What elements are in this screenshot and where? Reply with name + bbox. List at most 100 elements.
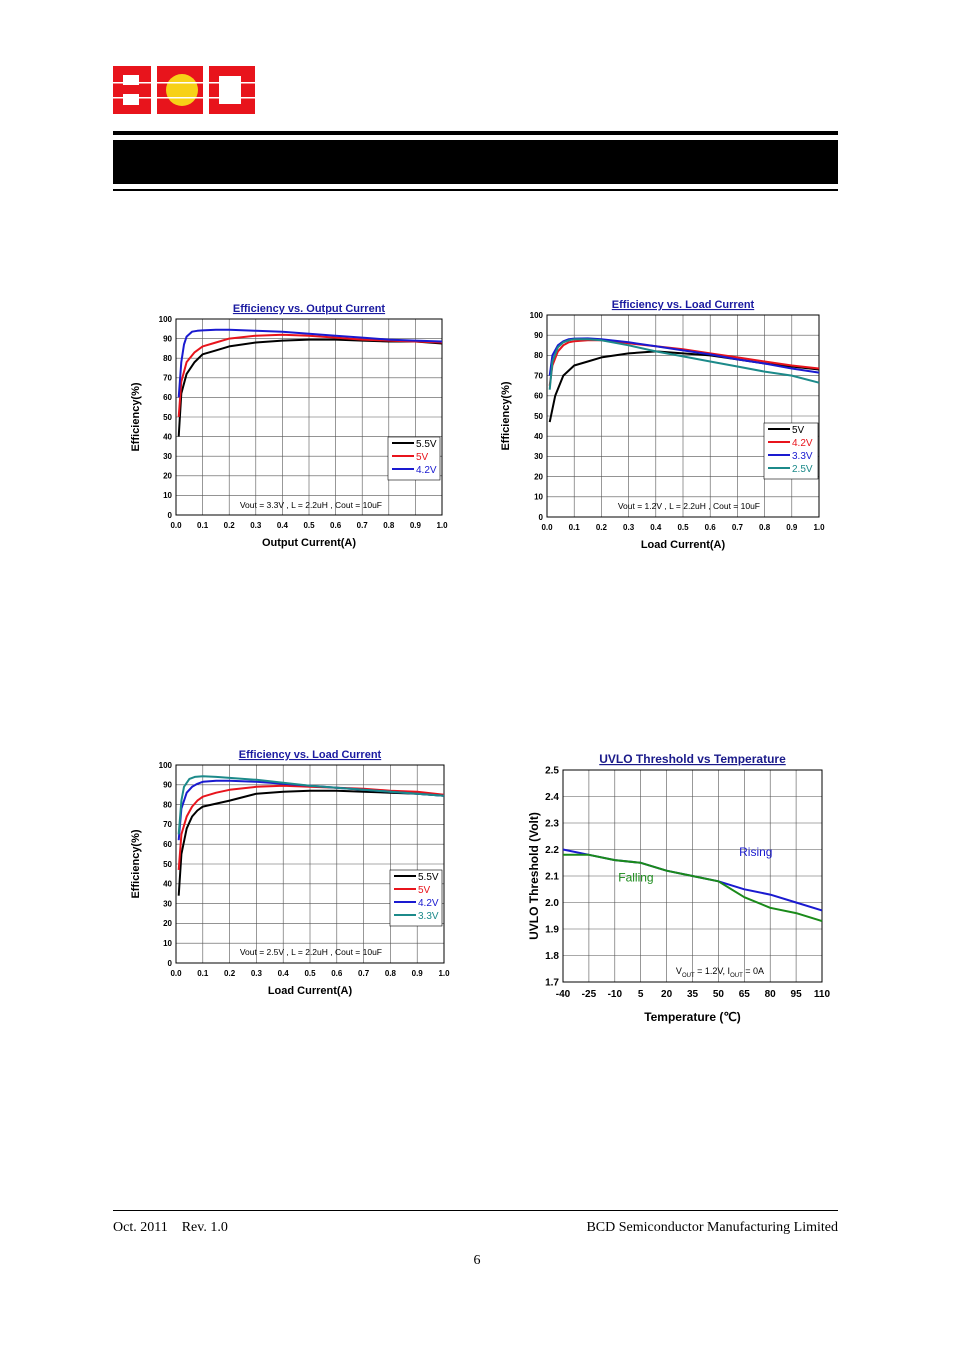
x-tick-label: 0.9 bbox=[786, 523, 798, 532]
page-number: 6 bbox=[473, 1253, 481, 1268]
series-line-3-3v bbox=[548, 337, 820, 376]
chart-annotation: Vout = 1.2V , L = 2.2uH , Cout = 10uF bbox=[618, 501, 760, 511]
y-tick-label: 100 bbox=[159, 315, 173, 324]
series-line-5-5v bbox=[177, 789, 445, 896]
y-axis-label: UVLO Threshold (Volt) bbox=[527, 812, 541, 940]
y-tick-label: 30 bbox=[163, 899, 172, 908]
x-tick-label: 1.0 bbox=[438, 969, 450, 978]
series-line-5-5v bbox=[177, 338, 443, 437]
y-tick-label: 2.3 bbox=[545, 819, 559, 830]
x-tick-label: 0.1 bbox=[569, 523, 581, 532]
footer-company: BCD Semiconductor Manufacturing Limited bbox=[586, 1220, 838, 1235]
series-line-2-5v bbox=[548, 338, 820, 390]
legend-label: 5.5V bbox=[418, 872, 439, 883]
y-tick-label: 60 bbox=[534, 392, 543, 401]
chart-svg: 0.0 0.1 0.2 0.3 0.4 0.5 0.6 0.7 0.8 0.9 1.0 0 10 20 30… bbox=[500, 299, 825, 551]
y-tick-label: 100 bbox=[530, 311, 544, 320]
grid bbox=[175, 318, 443, 516]
legend-label: 5V bbox=[416, 452, 429, 463]
annotation-end: = 0A bbox=[743, 966, 764, 976]
x-tick-label: 0.7 bbox=[357, 521, 369, 530]
legend-label: 4.2V bbox=[792, 438, 813, 449]
chart-annotation: Vout = 3.3V , L = 2.2uH , Cout = 10uF bbox=[240, 500, 382, 510]
series-line-5v bbox=[548, 350, 820, 423]
x-tick-label: 0.5 bbox=[677, 523, 689, 532]
series-line-3-3v bbox=[177, 775, 445, 835]
y-tick-label: 70 bbox=[534, 371, 543, 380]
y-tick-label: 80 bbox=[163, 800, 172, 809]
x-tick-label: 0.3 bbox=[250, 521, 262, 530]
header-rule-top bbox=[113, 131, 838, 135]
legend: 5.5V 5V 4.2V bbox=[387, 436, 441, 481]
x-tick-label: 0.9 bbox=[412, 969, 424, 978]
plot-frame bbox=[546, 314, 820, 518]
grid bbox=[175, 764, 445, 964]
legend-label: 3.3V bbox=[418, 911, 439, 922]
x-tick-label: 110 bbox=[814, 989, 831, 1000]
y-tick-label: 70 bbox=[163, 374, 172, 383]
footer-date-revision: Oct. 2011 Rev. 1.0 bbox=[113, 1220, 228, 1236]
header-title-band bbox=[113, 140, 838, 184]
x-tick-label: 0.3 bbox=[623, 523, 635, 532]
legend-label: 5V bbox=[418, 885, 431, 896]
x-tick-label: 0.9 bbox=[410, 521, 422, 530]
chart-efficiency-vs-load-current-2v5: 0.0 0.1 0.2 0.3 0.4 0.5 0.6 0.7 0.8 0.9 1.0 0 10 20 30… bbox=[120, 744, 450, 999]
y-tick-label: 20 bbox=[163, 472, 172, 481]
y-tick-label: 1.7 bbox=[545, 978, 559, 989]
legend-label: 5V bbox=[792, 425, 805, 436]
y-tick-label: 0 bbox=[539, 513, 544, 522]
bcd-logo bbox=[113, 66, 255, 114]
y-tick-label: 0 bbox=[168, 959, 173, 968]
legend-label: 3.3V bbox=[792, 451, 813, 462]
y-tick-label: 1.9 bbox=[545, 925, 559, 936]
y-tick-label: 2.5 bbox=[545, 766, 559, 777]
y-tick-label: 100 bbox=[159, 761, 173, 770]
series-label-rising: Rising bbox=[739, 845, 772, 859]
legend: 5.5V 5V 4.2V 3.3V bbox=[389, 869, 443, 927]
x-tick-label: 0.6 bbox=[705, 523, 717, 532]
x-tick-label: 20 bbox=[661, 989, 673, 1000]
plot-frame bbox=[175, 764, 445, 964]
x-tick-label: 0.5 bbox=[303, 521, 315, 530]
y-tick-label: 60 bbox=[163, 840, 172, 849]
y-axis-label: Efficiency(%) bbox=[130, 829, 142, 898]
x-tick-label: 0.2 bbox=[224, 521, 236, 530]
y-tick-label: 90 bbox=[163, 781, 172, 790]
x-tick-label: 80 bbox=[765, 989, 777, 1000]
x-tick-label: -40 bbox=[556, 989, 571, 1000]
legend: 5V 4.2V 3.3V 2.5V bbox=[763, 422, 819, 480]
legend-box bbox=[387, 436, 441, 481]
annotation-v-sub: OUT bbox=[682, 973, 695, 979]
x-tick-label: 65 bbox=[739, 989, 751, 1000]
x-tick-label: 0.8 bbox=[385, 969, 397, 978]
x-tick-label: 0.2 bbox=[224, 969, 236, 978]
x-axis-label: Load Current(A) bbox=[268, 985, 353, 997]
x-tick-label: 0.4 bbox=[650, 523, 662, 532]
y-tick-label: 80 bbox=[534, 351, 543, 360]
y-tick-label: 70 bbox=[163, 820, 172, 829]
series-line-4-2v bbox=[177, 328, 443, 398]
chart-title: Efficiency vs. Load Current bbox=[612, 299, 755, 311]
y-tick-label: 50 bbox=[163, 860, 172, 869]
y-tick-label: 10 bbox=[163, 491, 172, 500]
x-tick-label: 0.0 bbox=[541, 523, 553, 532]
annotation-i-sub: OUT bbox=[730, 973, 743, 979]
chart-title: Efficiency vs. Output Current bbox=[233, 303, 386, 315]
chart-efficiency-vs-output-current: 0.0 0.1 0.2 0.3 0.4 0.5 0.6 0.7 0.8 0.9 1.0 0 10 20 30… bbox=[120, 295, 450, 550]
chart-uvlo-threshold-vs-temperature: -40 -25 -10 5 20 35 50 65 80 95 110 1.7 1.8 1.9 2.0 2.1… bbox=[510, 740, 840, 1025]
y-axis-label: Efficiency(%) bbox=[130, 382, 142, 451]
y-tick-label: 10 bbox=[534, 493, 543, 502]
y-tick-label: 30 bbox=[163, 452, 172, 461]
x-tick-label: 95 bbox=[791, 989, 803, 1000]
x-tick-label: 0.0 bbox=[170, 521, 182, 530]
chart-svg: 0.0 0.1 0.2 0.3 0.4 0.5 0.6 0.7 0.8 0.9 1.0 0 10 20 30… bbox=[130, 749, 450, 997]
y-tick-label: 2.0 bbox=[545, 898, 559, 909]
legend-box bbox=[389, 869, 443, 927]
plot-frame bbox=[562, 769, 823, 983]
y-tick-label: 40 bbox=[163, 880, 172, 889]
y-tick-label: 40 bbox=[163, 432, 172, 441]
y-tick-label: 0 bbox=[168, 511, 173, 520]
y-tick-label: 90 bbox=[534, 331, 543, 340]
x-tick-label: -25 bbox=[582, 989, 597, 1000]
y-tick-label: 2.2 bbox=[545, 845, 559, 856]
